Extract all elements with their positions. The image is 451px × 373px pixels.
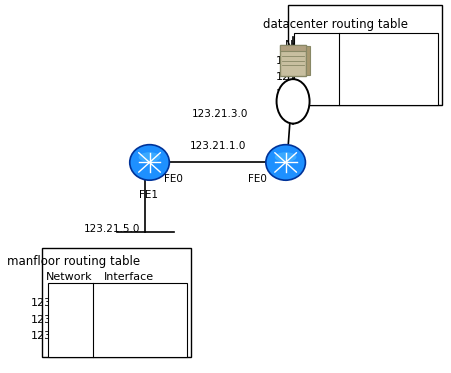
- Text: Network: Network: [285, 40, 331, 50]
- Bar: [287, 5, 442, 105]
- Ellipse shape: [276, 79, 309, 123]
- Circle shape: [265, 145, 305, 180]
- Text: 123.21.5.0: 123.21.5.0: [276, 89, 336, 99]
- Text: Interface: Interface: [349, 40, 399, 50]
- Text: 123.21.1.0: 123.21.1.0: [189, 141, 245, 151]
- Text: 123.21.5.0: 123.21.5.0: [84, 223, 140, 233]
- Text: FE1: FE1: [139, 190, 158, 200]
- Circle shape: [129, 145, 169, 180]
- Text: 123.21.3.0: 123.21.3.0: [31, 315, 91, 325]
- Bar: [48, 283, 186, 357]
- Text: FE0: FE0: [361, 89, 382, 99]
- Text: FE0: FE0: [361, 56, 382, 66]
- Text: FE0: FE0: [164, 173, 183, 184]
- Text: 123.21.1.0: 123.21.1.0: [276, 56, 336, 66]
- Text: 123.21.3.0: 123.21.3.0: [276, 72, 336, 82]
- Text: FE0: FE0: [248, 173, 267, 184]
- Text: FE1: FE1: [115, 332, 135, 341]
- Text: FE0: FE0: [115, 315, 135, 325]
- Bar: [306, 47, 310, 75]
- Text: datacenter routing table: datacenter routing table: [262, 18, 407, 31]
- Bar: [279, 45, 306, 76]
- Ellipse shape: [274, 152, 296, 162]
- Ellipse shape: [138, 152, 160, 162]
- Bar: [42, 248, 190, 357]
- Text: FE0: FE0: [115, 298, 135, 308]
- Text: TR1: TR1: [361, 72, 382, 82]
- Text: Network: Network: [46, 272, 92, 282]
- Text: Interface: Interface: [104, 272, 154, 282]
- Text: 123.21.3.0: 123.21.3.0: [192, 109, 248, 119]
- Bar: [279, 45, 306, 51]
- Bar: [293, 33, 437, 105]
- Text: manfloor routing table: manfloor routing table: [7, 255, 139, 268]
- Text: 123.21.1.0: 123.21.1.0: [31, 298, 91, 308]
- Text: 123.21.5.0: 123.21.5.0: [31, 332, 91, 341]
